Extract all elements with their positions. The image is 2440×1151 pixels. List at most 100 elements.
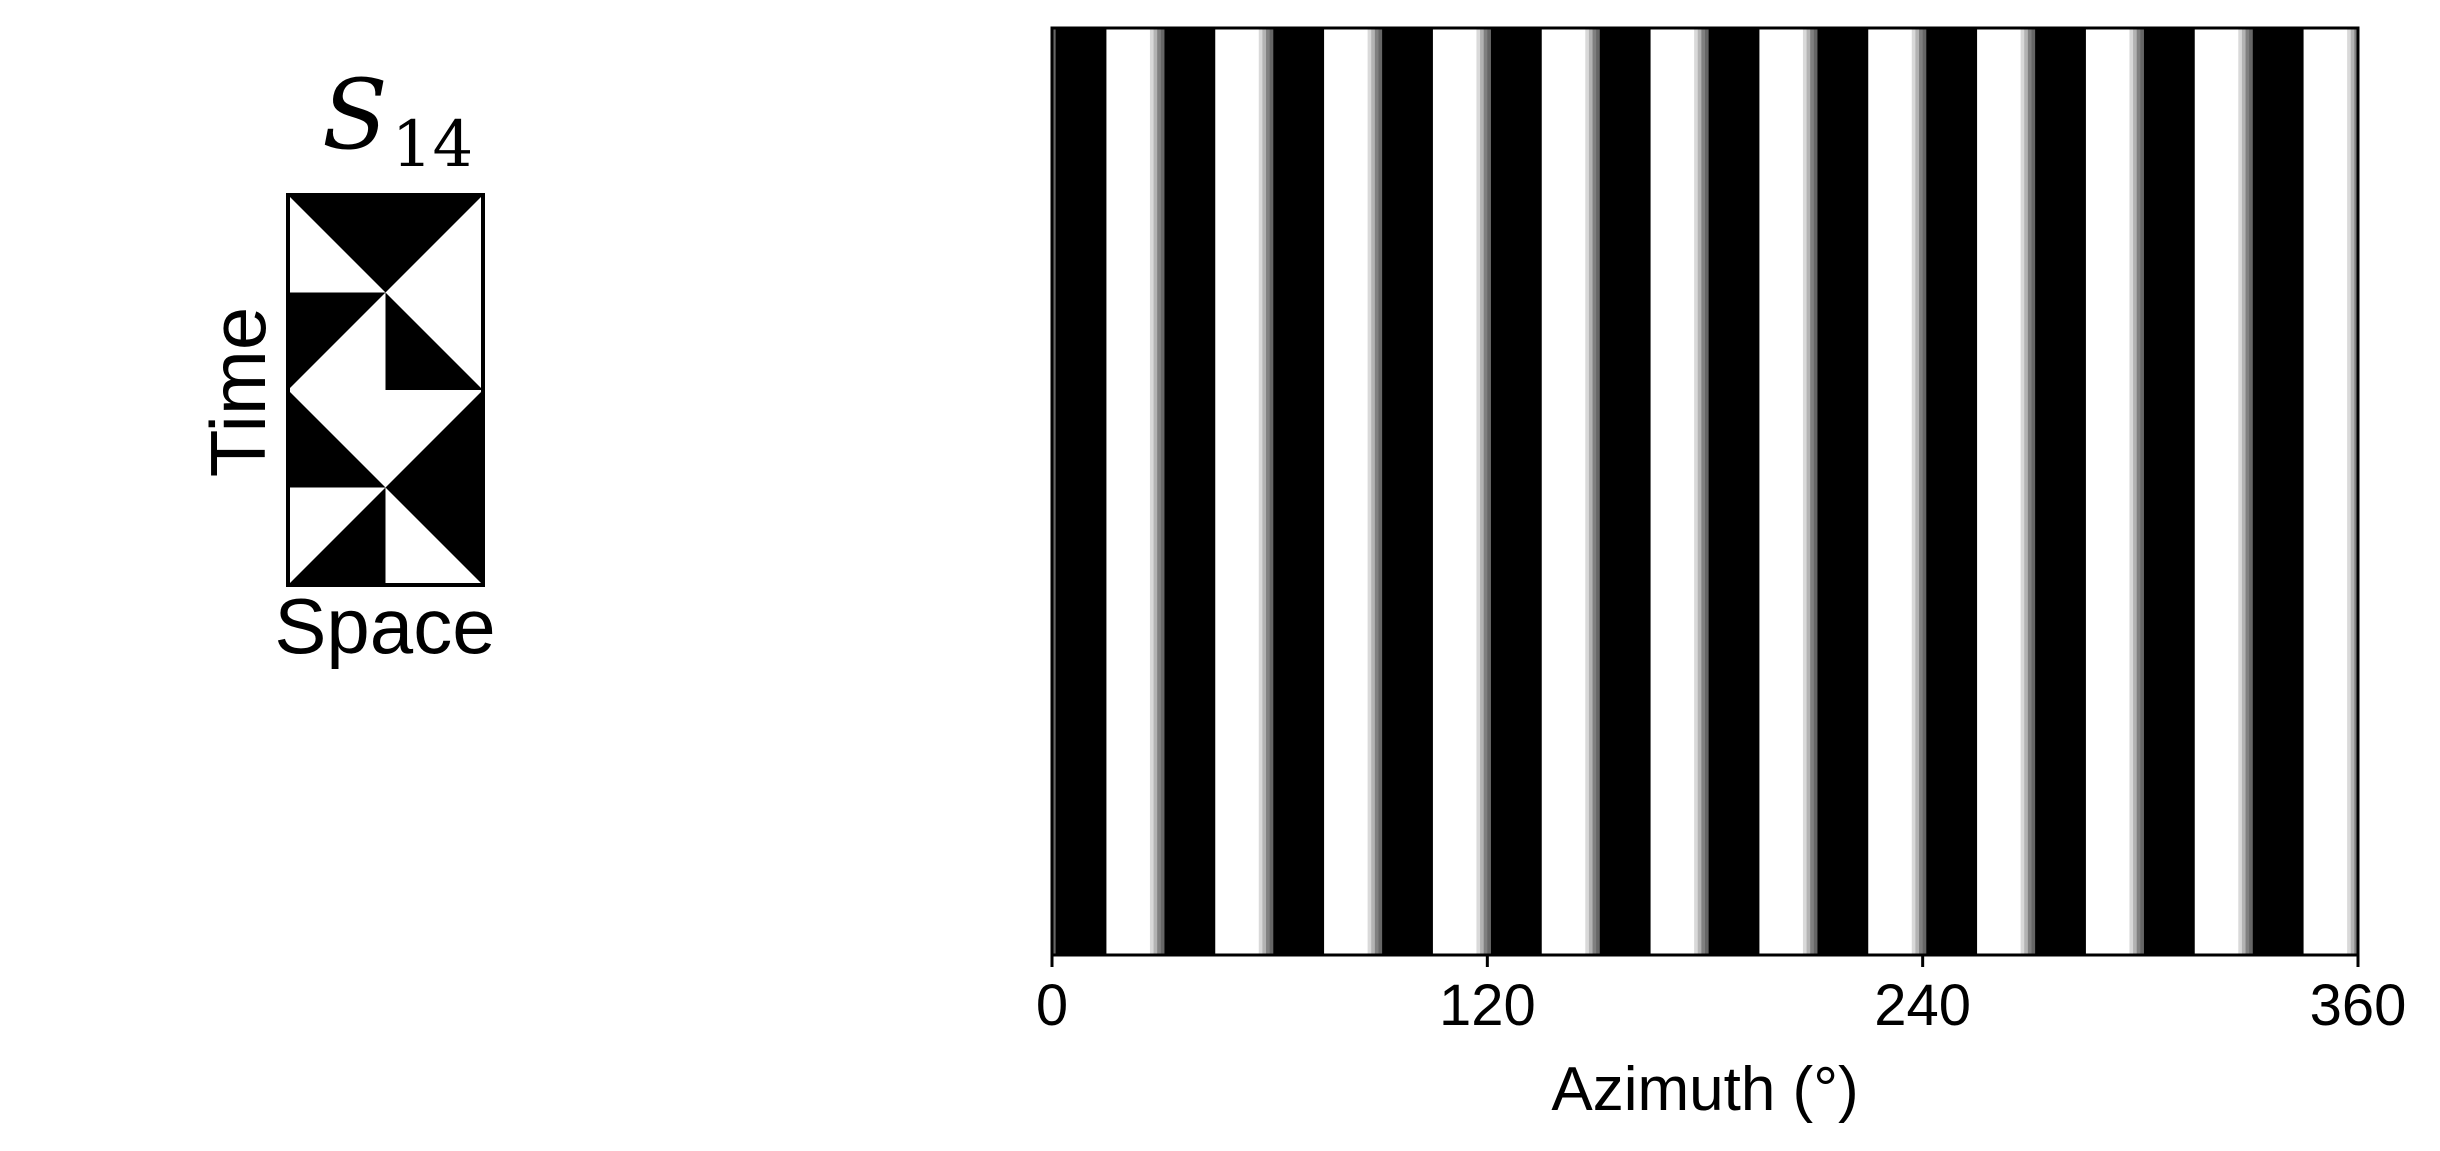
heatmap-stripe — [1712, 28, 1761, 955]
heatmap-stripe — [1480, 28, 1485, 955]
heatmap-stripe — [1378, 28, 1383, 955]
heatmap-stripe — [2133, 28, 2138, 955]
icon-triangle — [385, 390, 483, 488]
heatmap-stripe — [1157, 28, 1162, 955]
stimulus-icon — [286, 193, 485, 587]
heatmap-stripe — [2147, 28, 2196, 955]
heatmap-stripe — [1810, 28, 1815, 955]
heatmap-stripe — [1052, 28, 1057, 955]
heatmap-stripe — [2140, 28, 2145, 955]
heatmap-stripe — [1149, 28, 1155, 955]
heatmap-stripe — [2136, 28, 2141, 955]
heatmap-stripe — [1432, 28, 1478, 955]
heatmap-stripe — [1919, 28, 1924, 955]
heatmap-stripe — [1055, 28, 1060, 955]
icon-title: S14 — [322, 59, 473, 182]
heatmap-stripe — [1487, 28, 1492, 955]
heatmap-stripes — [1052, 28, 2359, 955]
heatmap-stripe — [1802, 28, 1808, 955]
x-tick-label: 0 — [1036, 973, 1068, 1038]
heatmap-stripe — [1059, 28, 1108, 955]
heatmap-stripe — [1705, 28, 1710, 955]
heatmap-stripe — [1160, 28, 1166, 955]
heatmap-stripe — [1382, 28, 1387, 955]
heatmap-stripe — [1708, 28, 1713, 955]
heatmap-stripe — [1106, 28, 1151, 955]
icon-triangle — [288, 390, 386, 488]
heatmap-stripe — [1168, 28, 1216, 955]
heatmap-stripe — [1476, 28, 1481, 955]
heatmap-stripe — [1276, 28, 1325, 955]
heatmap-stripe — [1585, 28, 1590, 955]
icon-title-subscript: 14 — [392, 108, 473, 182]
heatmap-stripe — [1977, 28, 2022, 955]
heatmap-stripe — [1603, 28, 1652, 955]
heatmap-stripe — [1269, 28, 1274, 955]
heatmap-stripe — [2085, 28, 2131, 955]
icon-xlabel: Space — [274, 582, 495, 670]
heatmap-stripe — [1915, 28, 1920, 955]
x-axis-label: Azimuth (°) — [1551, 1055, 1858, 1124]
heatmap-stripe — [1490, 28, 1496, 955]
heatmap-stripe — [1592, 28, 1597, 955]
heatmap-stripe — [1922, 28, 1927, 955]
icon-triangle — [288, 292, 386, 390]
heatmap-stripe — [1385, 28, 1434, 955]
heatmap-stripe — [2245, 28, 2250, 955]
plot-area: 0 120 240 360 Azimuth (°) — [1036, 26, 2407, 1124]
heatmap-stripe — [1911, 28, 1917, 955]
plot-frame — [1050, 26, 2360, 957]
heatmap-stripe — [1367, 28, 1372, 955]
heatmap-stripe — [1262, 28, 1267, 955]
heatmap-stripe — [1813, 28, 1819, 955]
heatmap-stripe — [2252, 28, 2258, 955]
heatmap-stripe — [1273, 28, 1278, 955]
heatmap-stripe — [1806, 28, 1811, 955]
icon-title-symbol: S — [322, 59, 388, 171]
heatmap-stripe — [1759, 28, 1804, 955]
heatmap-stripe — [2031, 28, 2036, 955]
heatmap-stripe — [2241, 28, 2247, 955]
heatmap-stripe — [2038, 28, 2087, 955]
heatmap-stripe — [2249, 28, 2254, 955]
heatmap-stripe — [1324, 28, 1369, 955]
heatmap-stripe — [2194, 28, 2239, 955]
x-tick-label: 240 — [1874, 973, 1971, 1038]
icon-panel: S14 Space Time — [194, 59, 496, 670]
heatmap-stripe — [1588, 28, 1594, 955]
heatmap-stripe — [1697, 28, 1702, 955]
heatmap-stripe — [1650, 28, 1695, 955]
icon-triangle — [288, 195, 483, 293]
heatmap-stripe — [2350, 28, 2355, 955]
icon-ylabel: Time — [194, 307, 282, 477]
heatmap-stripe — [1215, 28, 1260, 955]
x-tick-label: 360 — [2310, 973, 2407, 1038]
heatmap-stripe — [2354, 28, 2359, 955]
heatmap-stripe — [1929, 28, 1978, 955]
heatmap-stripe — [2303, 28, 2348, 955]
icon-frame — [286, 193, 485, 587]
heatmap-stripe — [2238, 28, 2243, 955]
heatmap-stripe — [2129, 28, 2134, 955]
icon-triangle — [385, 487, 483, 585]
heatmap-stripe — [2347, 28, 2352, 955]
icon-triangle — [288, 487, 386, 585]
heatmap-stripe — [2024, 28, 2029, 955]
x-axis-ticks: 0 120 240 360 — [1036, 955, 2407, 1038]
heatmap-stripe — [1153, 28, 1158, 955]
heatmap-stripe — [1817, 28, 1822, 955]
heatmap-stripe — [1483, 28, 1488, 955]
x-tick-label: 120 — [1439, 973, 1536, 1038]
heatmap-stripe — [1701, 28, 1706, 955]
heatmap-stripe — [1821, 28, 1869, 955]
icon-triangle — [385, 292, 483, 390]
heatmap-stripe — [2143, 28, 2149, 955]
heatmap-stripe — [1494, 28, 1543, 955]
heatmap-stripe — [1926, 28, 1931, 955]
heatmap-stripe — [1371, 28, 1376, 955]
heatmap-stripe — [2027, 28, 2033, 955]
heatmap-stripe — [2035, 28, 2040, 955]
heatmap-stripe — [1374, 28, 1380, 955]
heatmap-stripe — [1599, 28, 1605, 955]
